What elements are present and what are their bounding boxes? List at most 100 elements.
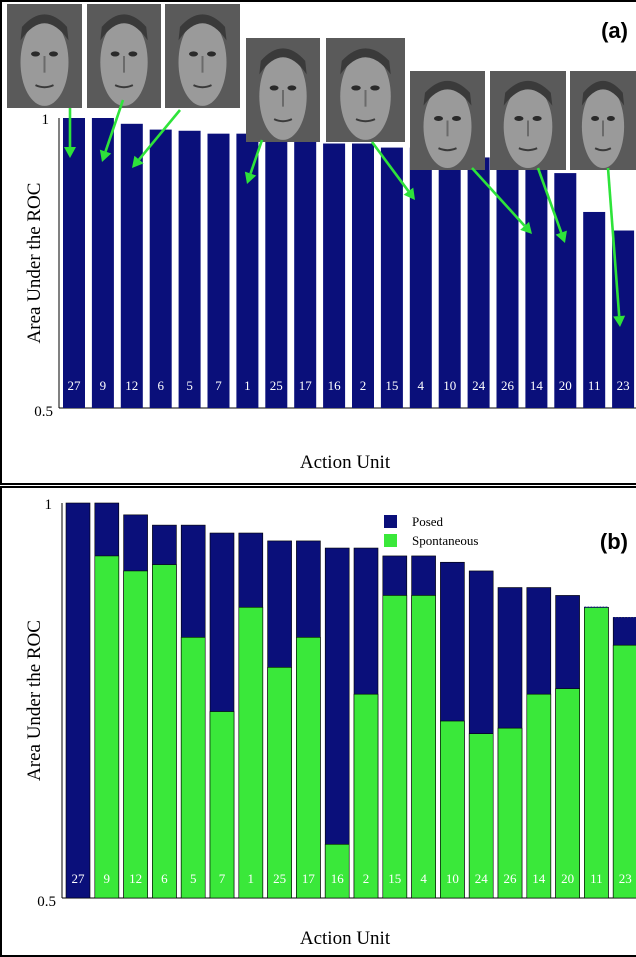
arrow-2 [99, 99, 125, 162]
bar-spontaneous-12 [123, 570, 148, 899]
bar-2 [352, 143, 374, 408]
category-label-2: 2 [360, 378, 367, 393]
arrow-4-head [244, 171, 257, 184]
arrow-6 [471, 167, 532, 234]
bar-spontaneous-16 [324, 843, 350, 899]
arrow-6-head [520, 221, 532, 234]
bar-spontaneous-24 [468, 733, 494, 899]
bar-11 [583, 211, 606, 408]
legend-swatch-spontaneous [384, 534, 397, 547]
bar-spontaneous-26 [497, 727, 523, 899]
bar-1 [236, 133, 259, 408]
bar-spontaneous-9 [94, 555, 120, 899]
category-label-27: 27 [68, 378, 82, 393]
y-tick-top: 1 [42, 112, 50, 128]
arrow-5-shaft [370, 141, 410, 192]
bar-25 [265, 139, 288, 408]
face-photo-27-hair [20, 14, 69, 41]
face-photo-12-eye-right [207, 51, 216, 57]
category-label-1: 1 [244, 378, 251, 393]
face-photo-4-hair [423, 80, 472, 106]
bar-spontaneous-23 [612, 644, 636, 899]
category-label-7: 7 [219, 871, 226, 886]
arrow-7-shaft [536, 167, 563, 234]
arrow-8-head [613, 315, 626, 327]
bar-4 [409, 147, 432, 408]
bar-27 [63, 118, 85, 408]
bar-spontaneous-11 [584, 606, 609, 899]
category-label-2: 2 [363, 871, 370, 886]
bar-26 [496, 168, 519, 408]
face-photo-9-hair [100, 14, 148, 41]
face-photo-14 [490, 71, 566, 170]
face-photo-9-mouth [114, 84, 134, 89]
x-axis-label: Action Unit [300, 928, 391, 949]
legend-label-posed: Posed [412, 514, 444, 529]
category-label-10: 10 [446, 871, 459, 886]
arrow-2-shaft [104, 99, 125, 152]
category-label-24: 24 [475, 871, 489, 886]
arrow-8 [606, 167, 626, 327]
arrow-6-shaft [471, 167, 526, 227]
y-tick-bottom: 0.5 [37, 894, 56, 910]
face-photo-2 [326, 38, 405, 142]
face-photo-4-mouth [438, 147, 457, 152]
arrow-5 [370, 141, 415, 200]
bar-spontaneous-5 [180, 637, 206, 899]
bar-spontaneous-4 [411, 595, 436, 899]
category-label-25: 25 [273, 871, 286, 886]
bar-9 [91, 118, 114, 408]
face-photo-27-eye-right [49, 51, 58, 57]
bar-14 [525, 168, 548, 408]
bar-spontaneous-20 [555, 688, 580, 899]
category-label-26: 26 [501, 378, 515, 393]
bar-posed-27 [65, 502, 91, 899]
y-axis-label: Area Under the ROC [24, 620, 45, 781]
category-label-1: 1 [248, 871, 255, 886]
bar-5 [178, 130, 201, 408]
category-label-14: 14 [532, 871, 546, 886]
bar-24 [467, 157, 490, 408]
category-label-6: 6 [161, 871, 168, 886]
category-label-11: 11 [588, 378, 601, 393]
legend-swatch-posed [384, 515, 397, 528]
category-label-16: 16 [331, 871, 345, 886]
bar-spontaneous-10 [440, 720, 465, 899]
panel-label: (a) [601, 18, 628, 43]
face-photo-1-hair [259, 48, 307, 75]
category-label-11: 11 [590, 871, 603, 886]
bar-16 [323, 143, 346, 408]
arrow-5-head [403, 187, 415, 200]
category-label-15: 15 [388, 871, 401, 886]
bar-spontaneous-15 [382, 595, 408, 899]
face-photo-27-mouth [35, 84, 54, 89]
y-tick-bottom: 0.5 [34, 404, 53, 420]
face-photo-14-hair [503, 80, 553, 106]
face-photo-9-eye-left [110, 51, 120, 57]
face-photo-27-eye-left [31, 51, 40, 57]
category-label-20: 20 [561, 871, 574, 886]
panel-a-frame: 27 9 12 6 5 7 1 25 17 16 2 15 4 10 24 26 14 20 11 23 1 0.5 Act… [0, 0, 636, 485]
x-axis-label: Action Unit [300, 452, 391, 473]
face-photo-23-eye-right [606, 116, 615, 121]
category-label-12: 12 [129, 871, 142, 886]
arrow-4-shaft [249, 139, 264, 175]
category-label-24: 24 [472, 378, 486, 393]
category-label-16: 16 [328, 378, 342, 393]
bar-spontaneous-14 [526, 693, 552, 899]
bar-6 [149, 129, 172, 408]
arrow-7-head [555, 230, 567, 243]
arrow-2-head [99, 149, 112, 162]
category-label-26: 26 [504, 871, 518, 886]
chart-b: 27 9 12 6 5 7 1 25 17 16 2 15 4 10 24 26 14 20 11 23 1 0.5 Act… [0, 486, 636, 957]
face-photo-14-mouth [518, 147, 538, 152]
panel-b-frame: 27 9 12 6 5 7 1 25 17 16 2 15 4 10 24 26 14 20 11 23 1 0.5 Act… [0, 486, 636, 957]
bar-spontaneous-17 [296, 637, 321, 899]
face-photo-27 [7, 4, 82, 108]
category-label-12: 12 [125, 378, 138, 393]
category-label-23: 23 [617, 378, 630, 393]
category-label-6: 6 [157, 378, 164, 393]
category-label-27: 27 [72, 871, 86, 886]
bar-spontaneous-25 [267, 667, 292, 899]
category-label-9: 9 [104, 871, 111, 886]
